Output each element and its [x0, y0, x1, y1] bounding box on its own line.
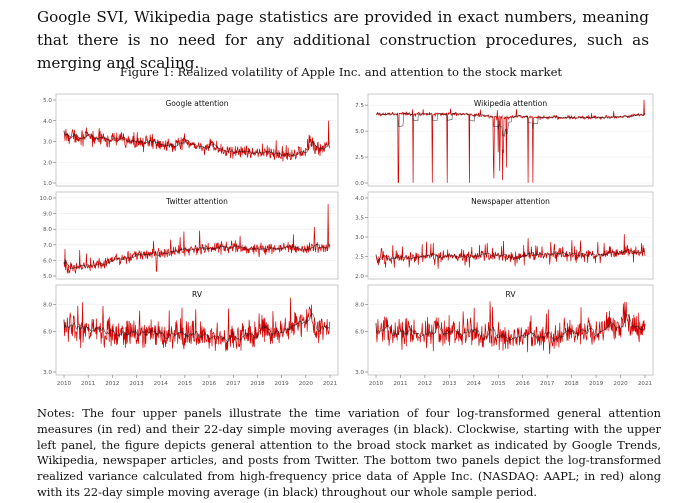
- series-moving-average-line: [63, 243, 331, 270]
- panel-frame: [367, 191, 654, 280]
- x-tick-label: 2018: [565, 381, 580, 387]
- x-tick-label: 2021: [323, 381, 338, 387]
- series-moving-average-line: [375, 313, 646, 343]
- panel-title: Twitter attention: [165, 197, 228, 206]
- y-tick-label: 10.0: [40, 196, 53, 202]
- panel-title: Newspaper attention: [471, 197, 550, 206]
- series-moving-average-line: [63, 312, 331, 343]
- y-tick-label: 2.5: [355, 255, 364, 261]
- panel-title: RV: [192, 290, 203, 299]
- panel-title: Google attention: [165, 99, 228, 108]
- x-tick-label: 2012: [418, 381, 432, 387]
- figure-notes: Notes: The four upper panels illustrate …: [37, 406, 661, 499]
- x-tick-label: 2013: [442, 381, 457, 387]
- y-tick-label: 6.0: [43, 330, 52, 336]
- x-tick-label: 2019: [275, 381, 290, 387]
- y-tick-label: 3.5: [355, 216, 364, 222]
- y-tick-label: 1.0: [43, 181, 52, 187]
- x-tick-label: 2012: [105, 381, 119, 387]
- panel-frame: [55, 284, 339, 376]
- y-tick-label: 4.0: [355, 196, 364, 202]
- y-tick-label: 5.0: [43, 274, 52, 280]
- y-tick-label: 3.0: [355, 370, 364, 376]
- panel-title: RV: [506, 290, 517, 299]
- y-tick-label: 2.5: [355, 155, 364, 161]
- x-tick-label: 2020: [613, 381, 628, 387]
- y-tick-label: 6.0: [43, 258, 52, 264]
- x-tick-label: 2011: [81, 381, 96, 387]
- series-moving-average-line: [375, 112, 646, 137]
- panel-google-attention-0: 1.0 2.0 3.0 4.0 5.0 Google attention: [43, 93, 339, 187]
- x-tick-label: 2016: [516, 381, 531, 387]
- x-tick-label: 2010: [57, 381, 72, 387]
- x-tick-label: 2011: [393, 381, 408, 387]
- panel-rv-5: 3.0 6.0 8.0 2010 2011 2012 2013 2014 2015 2016 201…: [355, 284, 654, 387]
- y-tick-label: 0.0: [355, 181, 364, 187]
- y-tick-label: 3.0: [43, 140, 52, 146]
- series-moving-average-line: [63, 130, 331, 157]
- y-tick-label: 9.0: [43, 212, 52, 218]
- panel-wikipedia-attention-1: 0.0 2.5 5.0 7.5 Wikipedia attention: [355, 93, 654, 187]
- y-tick-label: 2.0: [355, 274, 364, 280]
- x-tick-label: 2014: [154, 381, 169, 387]
- y-tick-label: 7.5: [355, 103, 364, 109]
- x-tick-label: 2015: [178, 381, 193, 387]
- x-tick-label: 2021: [638, 381, 653, 387]
- intro-paragraph: Google SVI, Wikipedia page statistics ar…: [37, 8, 649, 72]
- y-tick-label: 5.0: [355, 129, 364, 135]
- panel-frame: [55, 93, 339, 187]
- y-tick-label: 8.0: [43, 303, 52, 309]
- y-tick-label: 3.0: [43, 370, 52, 376]
- panel-rv-4: 3.0 6.0 8.0 2010 2011 2012 2013 2014 2015 2016 201…: [43, 284, 339, 387]
- y-tick-label: 7.0: [43, 243, 52, 249]
- panel-title: Wikipedia attention: [474, 99, 547, 108]
- figure-caption: Figure 1: Realized volatility of Apple I…: [119, 65, 563, 79]
- panel-frame: [367, 93, 654, 187]
- y-tick-label: 8.0: [355, 303, 364, 309]
- x-tick-label: 2014: [467, 381, 482, 387]
- panel-twitter-attention-2: 5.0 6.0 7.0 8.0 9.0 10.0 Twitter attention: [40, 191, 339, 280]
- x-tick-label: 2016: [202, 381, 217, 387]
- y-tick-label: 6.0: [355, 330, 364, 336]
- y-tick-label: 3.0: [355, 235, 364, 241]
- series-raw-line: [63, 297, 331, 352]
- y-tick-label: 5.0: [43, 98, 52, 104]
- x-tick-label: 2020: [299, 381, 314, 387]
- x-tick-label: 2013: [129, 381, 144, 387]
- x-tick-label: 2017: [540, 381, 555, 387]
- y-tick-label: 4.0: [43, 119, 52, 125]
- series-raw-line: [375, 233, 646, 269]
- x-tick-label: 2015: [491, 381, 506, 387]
- y-tick-label: 2.0: [43, 160, 52, 166]
- x-tick-label: 2019: [589, 381, 604, 387]
- x-tick-label: 2017: [226, 381, 241, 387]
- x-tick-label: 2010: [369, 381, 384, 387]
- y-tick-label: 8.0: [43, 227, 52, 233]
- series-moving-average-line: [375, 248, 646, 261]
- x-tick-label: 2018: [250, 381, 265, 387]
- panel-newspaper-attention-3: 2.0 2.5 3.0 3.5 4.0 Newspaper attention: [355, 191, 654, 280]
